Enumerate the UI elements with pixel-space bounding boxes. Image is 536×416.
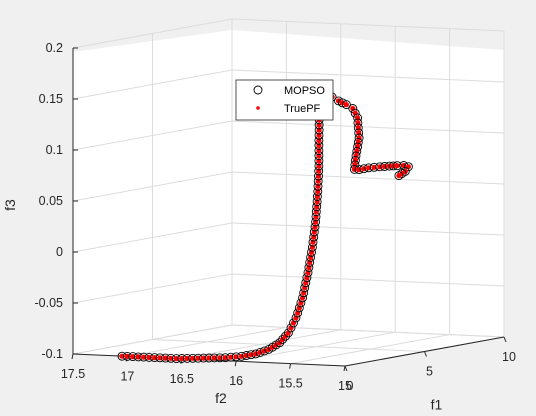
f3-tick-label: 0.05 <box>39 194 63 208</box>
truepf-marker <box>343 102 349 108</box>
f3-tick-label: -0.1 <box>41 347 63 361</box>
f3-tick-label: -0.05 <box>35 296 64 310</box>
truepf-marker <box>350 105 356 112</box>
grid-line <box>181 23 342 360</box>
mopso-marker <box>281 331 290 341</box>
f1-tick-label: 0 <box>347 379 354 393</box>
f3-tick-label: 0 <box>56 245 63 259</box>
mopso-marker <box>403 162 413 172</box>
mopso-marker <box>394 171 404 181</box>
tick-labels: -0.1 -0.05 0 0.05 0.1 0.15 0.2 15 15.5 16 16.5 17 17… <box>2 41 516 413</box>
grid-line <box>236 26 396 362</box>
mopso-marker <box>289 318 298 328</box>
f2-tick-label: 17.5 <box>61 367 85 381</box>
truepf-marker <box>352 157 358 163</box>
f1-axis-label: f1 <box>431 397 443 413</box>
f2-tick <box>234 361 237 367</box>
axes-background <box>73 30 504 366</box>
truepf-marker <box>396 173 402 179</box>
f1-tick <box>503 336 507 343</box>
f2-tick-label: 15 <box>338 379 352 393</box>
legend: MOPSO TruePF <box>235 79 334 121</box>
f3-axis-label: f3 <box>2 199 18 211</box>
grid-line <box>127 21 287 357</box>
truepf-marker <box>352 162 358 168</box>
f2-tick-label: 16.5 <box>170 372 194 386</box>
f2-axis-label: f2 <box>215 390 227 406</box>
legend-box <box>235 79 334 121</box>
trajectory <box>117 86 413 364</box>
truepf-marker <box>394 163 400 169</box>
mopso-marker <box>275 338 285 348</box>
f2-tick <box>71 353 74 360</box>
f3-tick-label: 0.1 <box>46 143 63 157</box>
legend-truepf-label: TruePF <box>284 103 321 115</box>
truepf-marker <box>351 166 357 172</box>
f1-tick <box>344 365 348 372</box>
truepf-marker <box>352 110 358 116</box>
f2-tick <box>289 363 292 369</box>
mopso-marker <box>286 323 296 333</box>
f3-tick-label: 0.15 <box>39 92 63 106</box>
f3-tick-label: 0.2 <box>46 41 63 55</box>
legend-mopso-swatch <box>253 85 263 95</box>
f1-tick-label: 5 <box>426 365 433 379</box>
mopso-marker <box>278 334 288 344</box>
grid-line <box>290 28 451 365</box>
legend-mopso-label: MOPSO <box>284 85 325 97</box>
legend-truepf-swatch <box>256 106 260 110</box>
axes <box>71 47 507 372</box>
f1-tick <box>424 351 427 357</box>
f2-tick-label: 16 <box>229 374 243 388</box>
f2-tick-label: 17 <box>120 369 134 383</box>
mopso-marker <box>341 100 351 110</box>
mopso-marker <box>283 328 293 338</box>
grid-line <box>72 19 233 355</box>
f2-tick-label: 15.5 <box>278 377 302 391</box>
f1-tick-label: 10 <box>502 350 516 364</box>
